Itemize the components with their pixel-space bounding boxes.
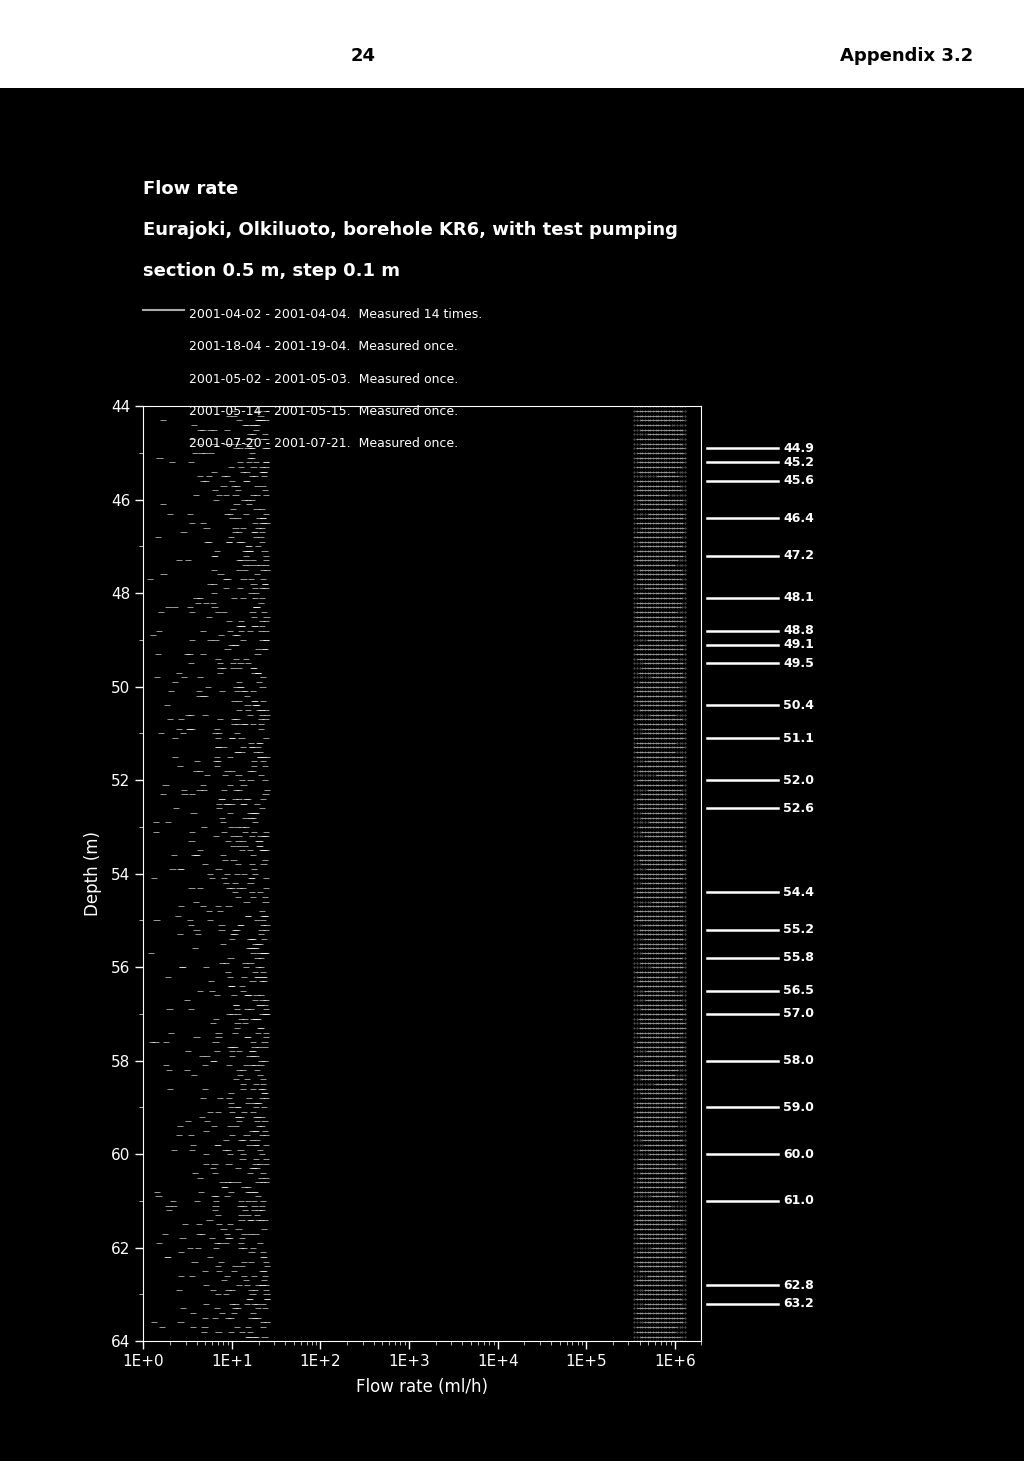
Text: 49.5: 49.5 [783, 657, 814, 669]
Text: 46.4: 46.4 [783, 511, 814, 524]
Y-axis label: Depth (m): Depth (m) [84, 831, 102, 916]
Text: 52.0: 52.0 [783, 774, 814, 786]
Text: 24: 24 [351, 47, 376, 64]
Text: 2001-18-04 - 2001-19-04.  Measured once.: 2001-18-04 - 2001-19-04. Measured once. [189, 340, 459, 354]
Text: Flow rate: Flow rate [143, 180, 239, 197]
Text: 59.0: 59.0 [783, 1102, 814, 1113]
Text: 2001-05-02 - 2001-05-03.  Measured once.: 2001-05-02 - 2001-05-03. Measured once. [189, 373, 459, 386]
Text: 2001-04-02 - 2001-04-04.  Measured 14 times.: 2001-04-02 - 2001-04-04. Measured 14 tim… [189, 308, 482, 321]
Text: 47.2: 47.2 [783, 549, 814, 562]
Text: 58.0: 58.0 [783, 1055, 814, 1067]
X-axis label: Flow rate (ml/h): Flow rate (ml/h) [356, 1378, 488, 1395]
Text: 52.6: 52.6 [783, 802, 814, 815]
Text: 57.0: 57.0 [783, 1008, 814, 1020]
Text: Eurajoki, Olkiluoto, borehole KR6, with test pumping: Eurajoki, Olkiluoto, borehole KR6, with … [143, 221, 678, 238]
Text: 2001-07-20 - 2001-07-21.  Measured once.: 2001-07-20 - 2001-07-21. Measured once. [189, 437, 459, 450]
Text: 49.1: 49.1 [783, 638, 814, 652]
Text: section 0.5 m, step 0.1 m: section 0.5 m, step 0.1 m [143, 262, 400, 279]
Text: 63.2: 63.2 [783, 1297, 814, 1311]
Text: 48.8: 48.8 [783, 624, 814, 637]
Text: 50.4: 50.4 [783, 698, 814, 712]
Text: 56.5: 56.5 [783, 985, 814, 996]
Text: 2001-05-14 - 2001-05-15.  Measured once.: 2001-05-14 - 2001-05-15. Measured once. [189, 405, 459, 418]
Text: Appendix 3.2: Appendix 3.2 [840, 47, 973, 64]
Text: 48.1: 48.1 [783, 592, 814, 605]
Text: 55.2: 55.2 [783, 923, 814, 937]
Text: 45.2: 45.2 [783, 456, 814, 469]
Text: 55.8: 55.8 [783, 951, 814, 964]
Text: 62.8: 62.8 [783, 1278, 814, 1292]
Text: 60.0: 60.0 [783, 1148, 814, 1160]
Text: 54.4: 54.4 [783, 885, 814, 899]
Text: 51.1: 51.1 [783, 732, 814, 745]
Text: 45.6: 45.6 [783, 475, 814, 488]
Text: 61.0: 61.0 [783, 1195, 814, 1207]
Text: 44.9: 44.9 [783, 441, 814, 454]
